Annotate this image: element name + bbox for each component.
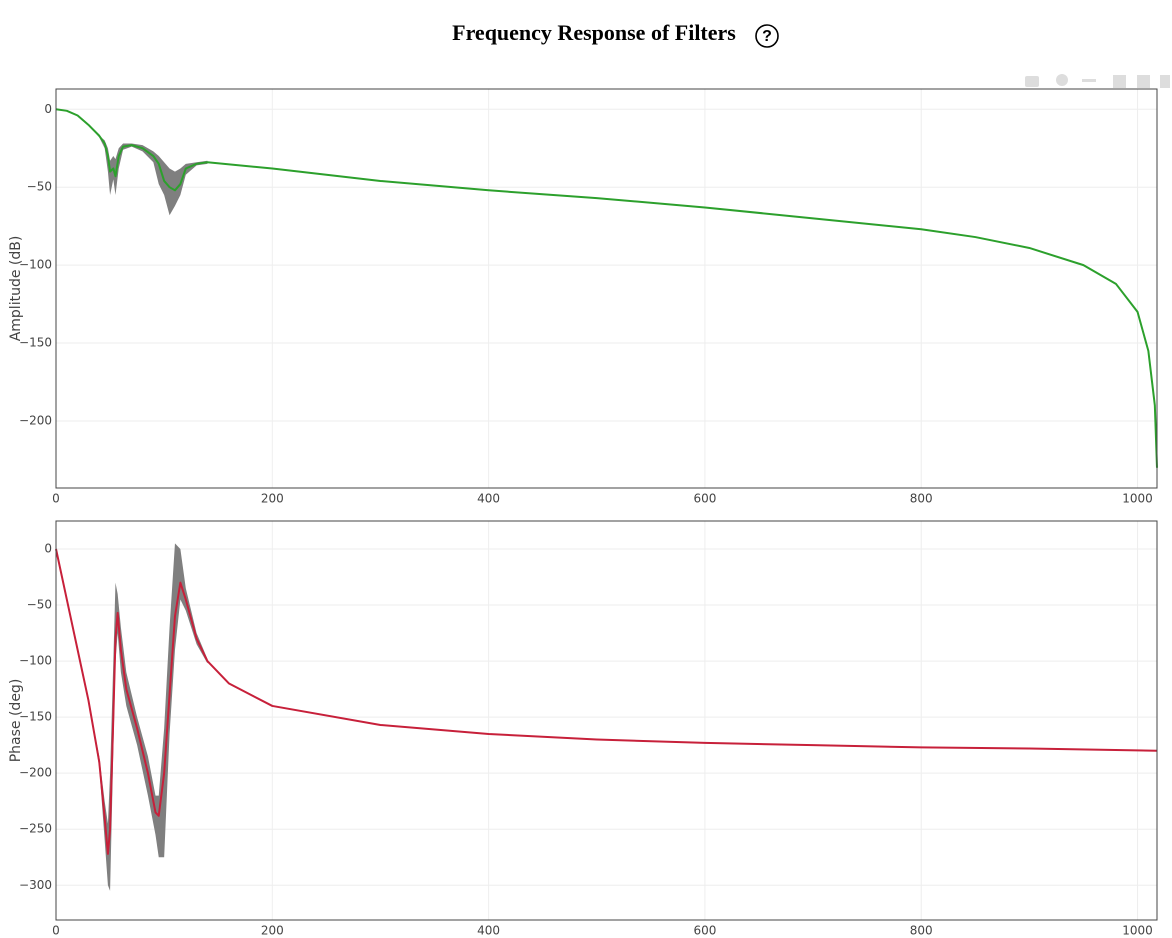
x-tick-label: 200 — [261, 924, 284, 938]
title: Frequency Response of Filters — [452, 20, 736, 45]
toolbar — [1025, 74, 1170, 88]
y-axis-label: Amplitude (dB) — [8, 236, 24, 342]
y-tick-label: 0 — [44, 542, 52, 556]
band — [56, 543, 208, 891]
plot-frame — [55, 520, 1158, 921]
x-tick-label: 800 — [910, 924, 933, 938]
camera-button[interactable] — [1025, 76, 1039, 87]
y-tick-label: −100 — [19, 654, 52, 668]
y-tick-label: −50 — [27, 180, 52, 194]
band — [56, 109, 208, 216]
y-axis-label: Phase (deg) — [8, 679, 24, 763]
x-tick-label: 200 — [261, 492, 284, 506]
line — [55, 108, 1158, 468]
line — [55, 548, 1158, 855]
help-icon-circle[interactable] — [755, 24, 779, 48]
x-tick-label: 1000 — [1122, 924, 1153, 938]
y-tick-label: −100 — [19, 258, 52, 272]
y-tick-label: −300 — [19, 878, 52, 892]
y-tick-label: 0 — [44, 102, 52, 116]
y-tick-label: −200 — [19, 413, 52, 427]
y-tick-label: −150 — [19, 710, 52, 724]
x-tick-label: 0 — [52, 924, 60, 938]
x-tick-label: 800 — [910, 492, 933, 506]
help-icon[interactable]: ? — [762, 28, 772, 45]
plot-frame — [55, 88, 1158, 489]
y-tick-label: −150 — [19, 336, 52, 350]
x-tick-label: 1000 — [1122, 492, 1153, 506]
x-tick-label: 400 — [477, 924, 500, 938]
x-tick-label: 600 — [693, 924, 716, 938]
y-tick-label: −50 — [27, 598, 52, 612]
x-tick-label: 0 — [52, 492, 60, 506]
autoscale-button[interactable] — [1160, 75, 1170, 88]
x-tick-label: 400 — [477, 492, 500, 506]
zoom-button[interactable] — [1056, 74, 1068, 86]
y-tick-label: −200 — [19, 766, 52, 780]
zoom-in-button[interactable] — [1113, 75, 1126, 88]
x-tick-label: 600 — [693, 492, 716, 506]
y-tick-label: −250 — [19, 822, 52, 836]
pan-button[interactable] — [1082, 79, 1096, 82]
zoom-out-button[interactable] — [1137, 75, 1150, 88]
